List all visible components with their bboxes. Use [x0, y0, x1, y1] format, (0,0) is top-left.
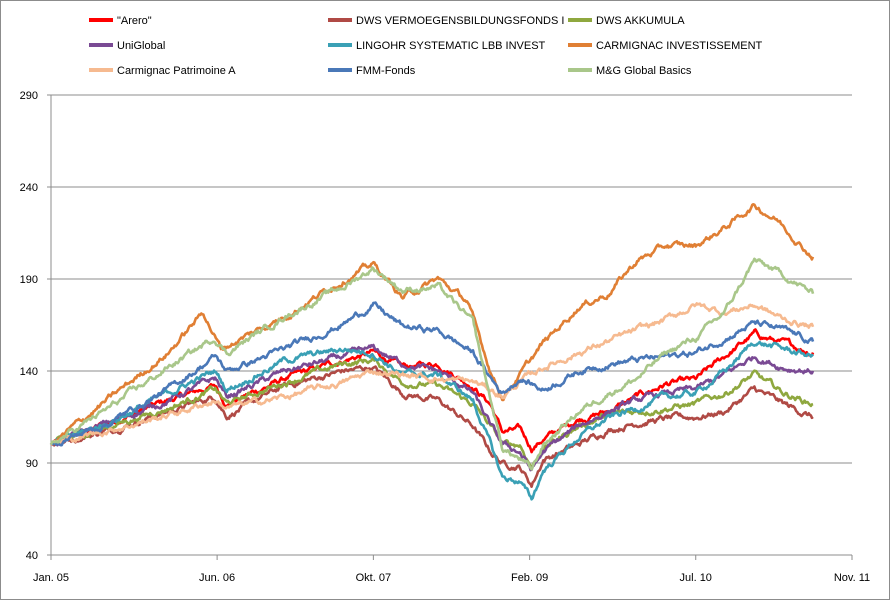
- series-lines: [49, 203, 815, 501]
- series-line-7: [49, 301, 815, 447]
- y-tick-label-1: 90: [26, 458, 38, 470]
- series-line-3: [50, 343, 815, 472]
- legend-label-7: FMM-Fonds: [356, 65, 416, 77]
- series-line-8: [49, 257, 815, 471]
- series-line-6: [50, 302, 815, 446]
- legend-label-6: Carmignac Patrimoine A: [117, 65, 236, 77]
- y-tick-label-5: 290: [20, 90, 38, 102]
- legend-label-4: LINGOHR SYSTEMATIC LBB INVEST: [356, 40, 546, 52]
- legend-label-0: "Arero": [117, 15, 152, 27]
- axes: 40 90 140 190 240 290 Jan. 05 Jun. 06 Okt. 07 Feb…: [20, 90, 871, 584]
- series-line-5: [49, 203, 815, 446]
- legend-label-5: CARMIGNAC INVESTISSEMENT: [596, 40, 763, 52]
- series-line-4: [49, 340, 814, 501]
- legend-label-8: M&G Global Basics: [596, 65, 692, 77]
- x-tick-label-2: Okt. 07: [356, 572, 391, 584]
- legend-label-2: DWS AKKUMULA: [596, 15, 685, 27]
- x-tick-label-5: Nov. 11: [834, 572, 870, 584]
- legend-label-1: DWS VERMOEGENSBILDUNGSFONDS I: [356, 15, 564, 27]
- legend: "Arero" DWS VERMOEGENSBILDUNGSFONDS I DWS …: [89, 15, 763, 77]
- x-tick-label-0: Jan. 05: [33, 572, 69, 584]
- x-tick-label-4: Jul. 10: [680, 572, 712, 584]
- y-tick-label-0: 40: [26, 550, 38, 562]
- series-line-1: [50, 364, 814, 488]
- x-tick-label-1: Jun. 06: [199, 572, 235, 584]
- y-tick-label-2: 140: [20, 366, 38, 378]
- x-tick-label-3: Feb. 09: [511, 572, 548, 584]
- y-tick-label-4: 240: [20, 182, 38, 194]
- y-tick-label-3: 190: [20, 274, 38, 286]
- legend-label-3: UniGlobal: [117, 40, 165, 52]
- series-line-0: [50, 328, 815, 454]
